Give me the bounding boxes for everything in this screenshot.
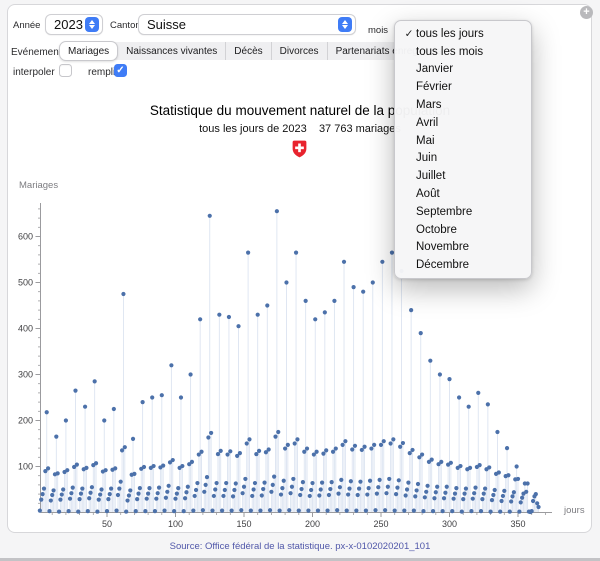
remplir-checkbox[interactable]: ✓ xyxy=(114,64,127,77)
menu-item-label: Octobre xyxy=(416,223,457,236)
event-option-d-c-s[interactable]: Décès xyxy=(225,42,270,60)
svg-text:250: 250 xyxy=(373,519,388,529)
menu-item-tous-les-jours[interactable]: ✓ tous les jours xyxy=(395,25,531,43)
svg-text:200: 200 xyxy=(18,416,33,426)
interpoler-checkbox[interactable] xyxy=(59,64,72,77)
menu-item-avril[interactable]: Avril xyxy=(395,114,531,132)
menu-item-septembre[interactable]: Septembre xyxy=(395,203,531,221)
svg-text:50: 50 xyxy=(102,519,112,529)
menu-item-décembre[interactable]: Décembre xyxy=(395,256,531,274)
menu-item-label: Décembre xyxy=(416,259,470,272)
menu-item-label: Septembre xyxy=(416,205,473,218)
menu-item-janvier[interactable]: Janvier xyxy=(395,61,531,79)
evenement-label: Evénement xyxy=(11,47,62,58)
footer-source: Source: Office fédéral de la statistique… xyxy=(169,541,431,552)
settings-plus-button[interactable]: + xyxy=(580,6,593,19)
event-segmented-control: Mariages Naissances vivantes Décès Divorces… xyxy=(59,41,450,61)
menu-item-octobre[interactable]: Octobre xyxy=(395,221,531,239)
event-option-mariages[interactable]: Mariages xyxy=(59,41,119,61)
chart-subtitle: tous les jours de 2023 37 763 mariages xyxy=(199,123,401,135)
menu-item-label: Juin xyxy=(416,152,438,165)
mois-label: mois xyxy=(368,25,389,36)
svg-text:100: 100 xyxy=(18,462,33,472)
annee-stepper[interactable] xyxy=(85,17,99,32)
menu-item-août[interactable]: Août xyxy=(395,185,531,203)
event-option-naissances-vivantes[interactable]: Naissances vivantes xyxy=(126,45,218,57)
svg-text:300: 300 xyxy=(18,370,33,380)
svg-text:350: 350 xyxy=(510,519,525,529)
menu-item-label: tous les jours xyxy=(416,27,484,40)
menu-item-label: Mai xyxy=(416,134,435,147)
check-icon: ✓ xyxy=(404,27,414,40)
y-axis-title: Mariages xyxy=(19,180,59,191)
menu-item-février[interactable]: Février xyxy=(395,78,531,96)
svg-text:200: 200 xyxy=(305,519,320,529)
chevron-up-icon xyxy=(342,19,348,24)
menu-item-mai[interactable]: Mai xyxy=(395,132,531,150)
menu-item-label: Novembre xyxy=(416,241,470,254)
x-axis-title: jours xyxy=(564,505,585,516)
mois-menu: ✓ tous les jours tous les mois Janvier Févri… xyxy=(394,20,532,280)
canton-popup[interactable]: Suisse xyxy=(138,14,356,35)
canton-stepper[interactable] xyxy=(338,17,352,32)
svg-text:500: 500 xyxy=(18,278,33,288)
menu-item-mars[interactable]: Mars xyxy=(395,96,531,114)
remplir-label: remplir xyxy=(88,67,119,78)
menu-item-label: Juillet xyxy=(416,170,446,183)
interpoler-label: interpoler xyxy=(13,67,55,78)
svg-text:150: 150 xyxy=(236,519,251,529)
annee-value: 2023 xyxy=(54,17,83,32)
menu-item-label: Février xyxy=(416,81,452,94)
canton-label: Canton xyxy=(110,20,141,31)
menu-item-juillet[interactable]: Juillet xyxy=(395,167,531,185)
check-icon: ✓ xyxy=(116,65,125,76)
annee-stepper-control[interactable]: 2023 xyxy=(45,14,103,35)
window-bottom-edge xyxy=(0,558,600,561)
menu-item-label: Août xyxy=(416,188,440,201)
menu-item-novembre[interactable]: Novembre xyxy=(395,239,531,257)
menu-item-juin[interactable]: Juin xyxy=(395,150,531,168)
menu-item-label: tous les mois xyxy=(416,45,484,58)
annee-label: Année xyxy=(13,20,41,31)
chevron-down-icon xyxy=(342,25,348,30)
chevron-up-icon xyxy=(89,19,95,24)
svg-text:400: 400 xyxy=(18,324,33,334)
menu-item-label: Mars xyxy=(416,99,442,112)
svg-text:100: 100 xyxy=(168,519,183,529)
swiss-flag-icon xyxy=(291,140,308,163)
event-option-partenariats-enregistr-s[interactable]: Partenariats enregistrés xyxy=(326,42,450,60)
svg-text:300: 300 xyxy=(442,519,457,529)
menu-item-label: Avril xyxy=(416,116,439,129)
chart-title: Statistique du mouvement naturel de la p… xyxy=(149,103,451,118)
event-option-divorces[interactable]: Divorces xyxy=(270,42,327,60)
canton-value: Suisse xyxy=(147,17,187,32)
plus-icon: + xyxy=(583,6,590,18)
chevron-down-icon xyxy=(89,25,95,30)
menu-item-tous-les-mois[interactable]: tous les mois xyxy=(395,43,531,61)
menu-item-label: Janvier xyxy=(416,63,454,76)
svg-text:600: 600 xyxy=(18,232,33,242)
